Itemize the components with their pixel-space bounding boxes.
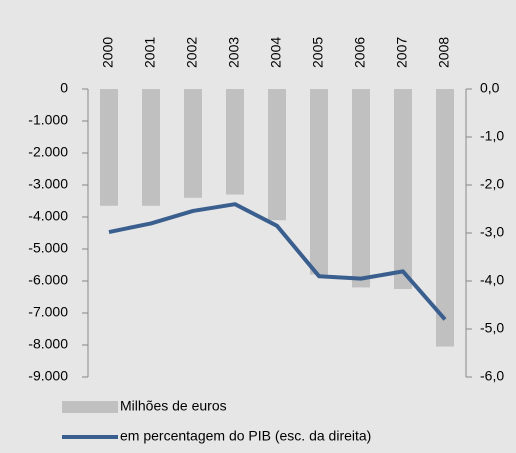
x-tick-label: 2004 [268, 37, 284, 68]
y-tick-label: -9.000 [28, 368, 68, 384]
bar [100, 89, 118, 206]
y2-tick-label: -4,0 [480, 272, 504, 288]
bar [310, 89, 328, 275]
y2-tick-label: -5,0 [480, 320, 504, 336]
x-tick-label: 2003 [226, 37, 242, 68]
y-tick-label: -5.000 [28, 240, 68, 256]
x-tick-label: 2002 [184, 37, 200, 68]
legend-swatch [62, 401, 118, 413]
legend-label: Milhões de euros [120, 398, 227, 414]
y2-tick-label: -1,0 [480, 128, 504, 144]
y2-tick-label: -3,0 [480, 224, 504, 240]
y2-tick-label: -6,0 [480, 368, 504, 384]
y-tick-label: -2.000 [28, 144, 68, 160]
bar [184, 89, 202, 198]
bar [394, 89, 412, 289]
y2-tick-label: 0,0 [480, 80, 500, 96]
x-tick-label: 2006 [352, 37, 368, 68]
bar [436, 89, 454, 347]
y-tick-label: -8.000 [28, 336, 68, 352]
bar [352, 89, 370, 288]
bar [142, 89, 160, 206]
y-tick-label: -6.000 [28, 272, 68, 288]
y2-tick-label: -2,0 [480, 176, 504, 192]
x-tick-label: 2005 [310, 37, 326, 68]
y-tick-label: -4.000 [28, 208, 68, 224]
x-tick-label: 2000 [100, 37, 116, 68]
x-tick-label: 2008 [436, 37, 452, 68]
x-tick-label: 2007 [394, 37, 410, 68]
legend-label: em percentagem do PIB (esc. da direita) [120, 428, 371, 444]
x-tick-label: 2001 [142, 37, 158, 68]
line [108, 202, 447, 321]
y-tick-label: -7.000 [28, 304, 68, 320]
bar [226, 89, 244, 195]
bar [268, 89, 286, 221]
y-tick-label: -1.000 [28, 112, 68, 128]
y-tick-label: 0 [60, 80, 68, 96]
y-tick-label: -3.000 [28, 176, 68, 192]
